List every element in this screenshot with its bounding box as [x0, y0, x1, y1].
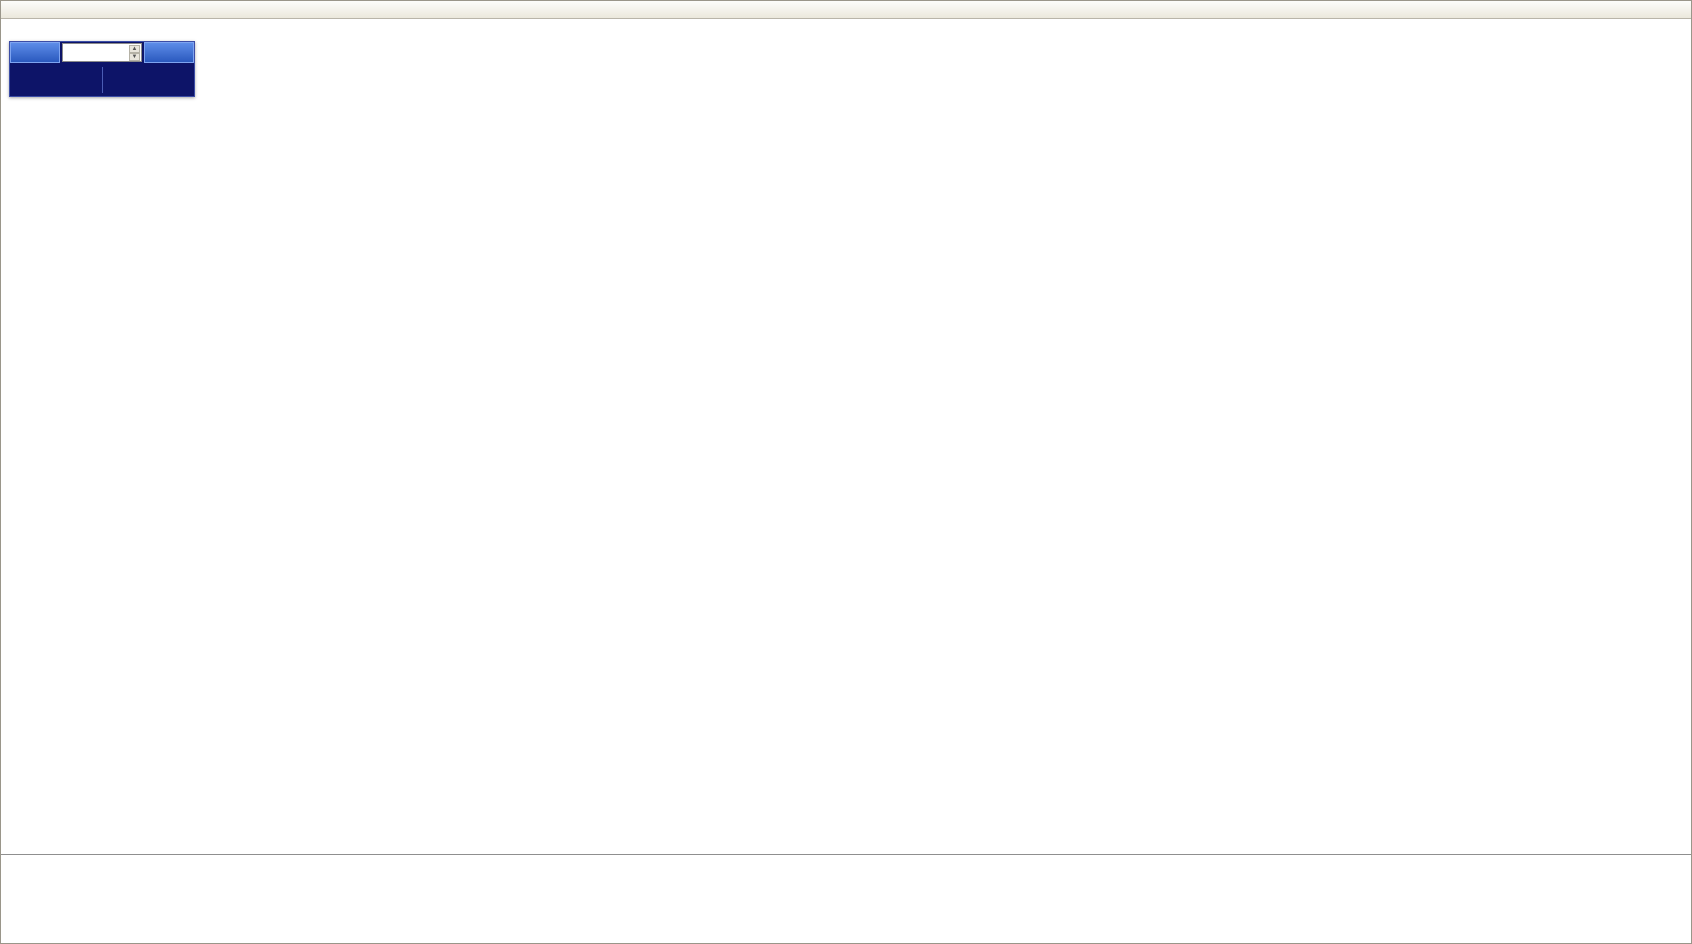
buy-button[interactable]: [144, 42, 194, 63]
chart-ohlc-header: [7, 24, 15, 35]
volume-field[interactable]: ▲ ▼: [62, 43, 142, 62]
toolbar: [1, 1, 1691, 19]
price-chart-panel[interactable]: [1, 19, 1692, 541]
rsi-header: [4, 699, 9, 710]
sell-button[interactable]: [10, 42, 60, 63]
macd-panel[interactable]: [1, 541, 1692, 696]
one-click-trading-panel: ▲ ▼: [9, 41, 195, 97]
volume-up-icon[interactable]: ▲: [129, 44, 140, 53]
volume-spinner[interactable]: ▲ ▼: [129, 44, 140, 61]
rsi-panel[interactable]: [1, 696, 1692, 854]
macd-header: [4, 544, 13, 555]
volume-down-icon[interactable]: ▼: [129, 52, 140, 61]
time-axis[interactable]: [1, 854, 1691, 876]
price-divider: [101, 66, 103, 93]
